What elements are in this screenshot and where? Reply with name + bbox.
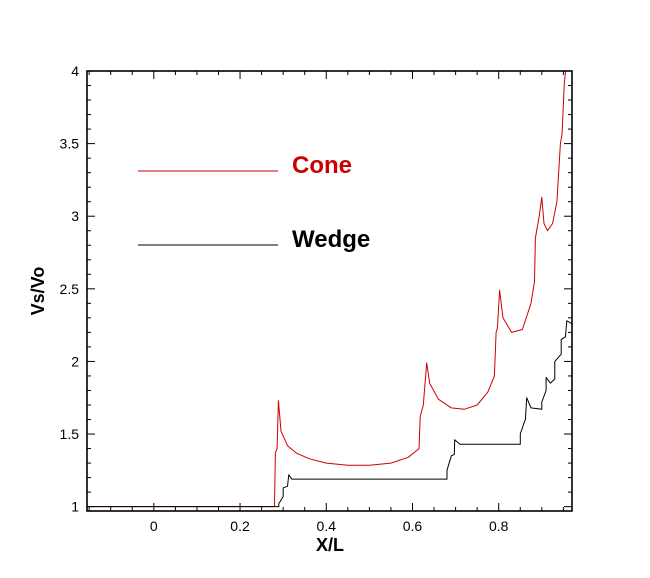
y-tick-label: 1 [71, 499, 79, 515]
legend-label-wedge: Wedge [292, 226, 370, 253]
y-tick-label: 1.5 [60, 426, 80, 442]
y-tick-label: 3 [71, 208, 79, 224]
plot-frame [86, 70, 573, 512]
x-tick-label: 0.2 [230, 518, 250, 534]
x-tick-label: 0.8 [489, 518, 509, 534]
series-lines [87, 70, 573, 508]
y-tick-label: 2.5 [60, 281, 80, 297]
legend: Cone Wedge [138, 152, 370, 253]
tick-labels: 0 0.2 0.4 0.6 0.8 1 1.5 2 2.5 3 3.5 4 [60, 63, 509, 534]
x-tick-label: 0.6 [403, 518, 423, 534]
y-tick-label: 4 [71, 63, 79, 79]
y-axis-title: Vs/Vo [28, 267, 48, 316]
x-tick-label: 0 [150, 518, 158, 534]
legend-label-cone: Cone [292, 152, 352, 179]
x-tick-label: 0.4 [317, 518, 337, 534]
series-line-wedge [87, 320, 573, 508]
y-tick-label: 2 [71, 353, 79, 369]
y-tick-label: 3.5 [60, 136, 80, 152]
series-line-cone [87, 70, 566, 508]
x-axis-title: X/L [316, 535, 344, 555]
